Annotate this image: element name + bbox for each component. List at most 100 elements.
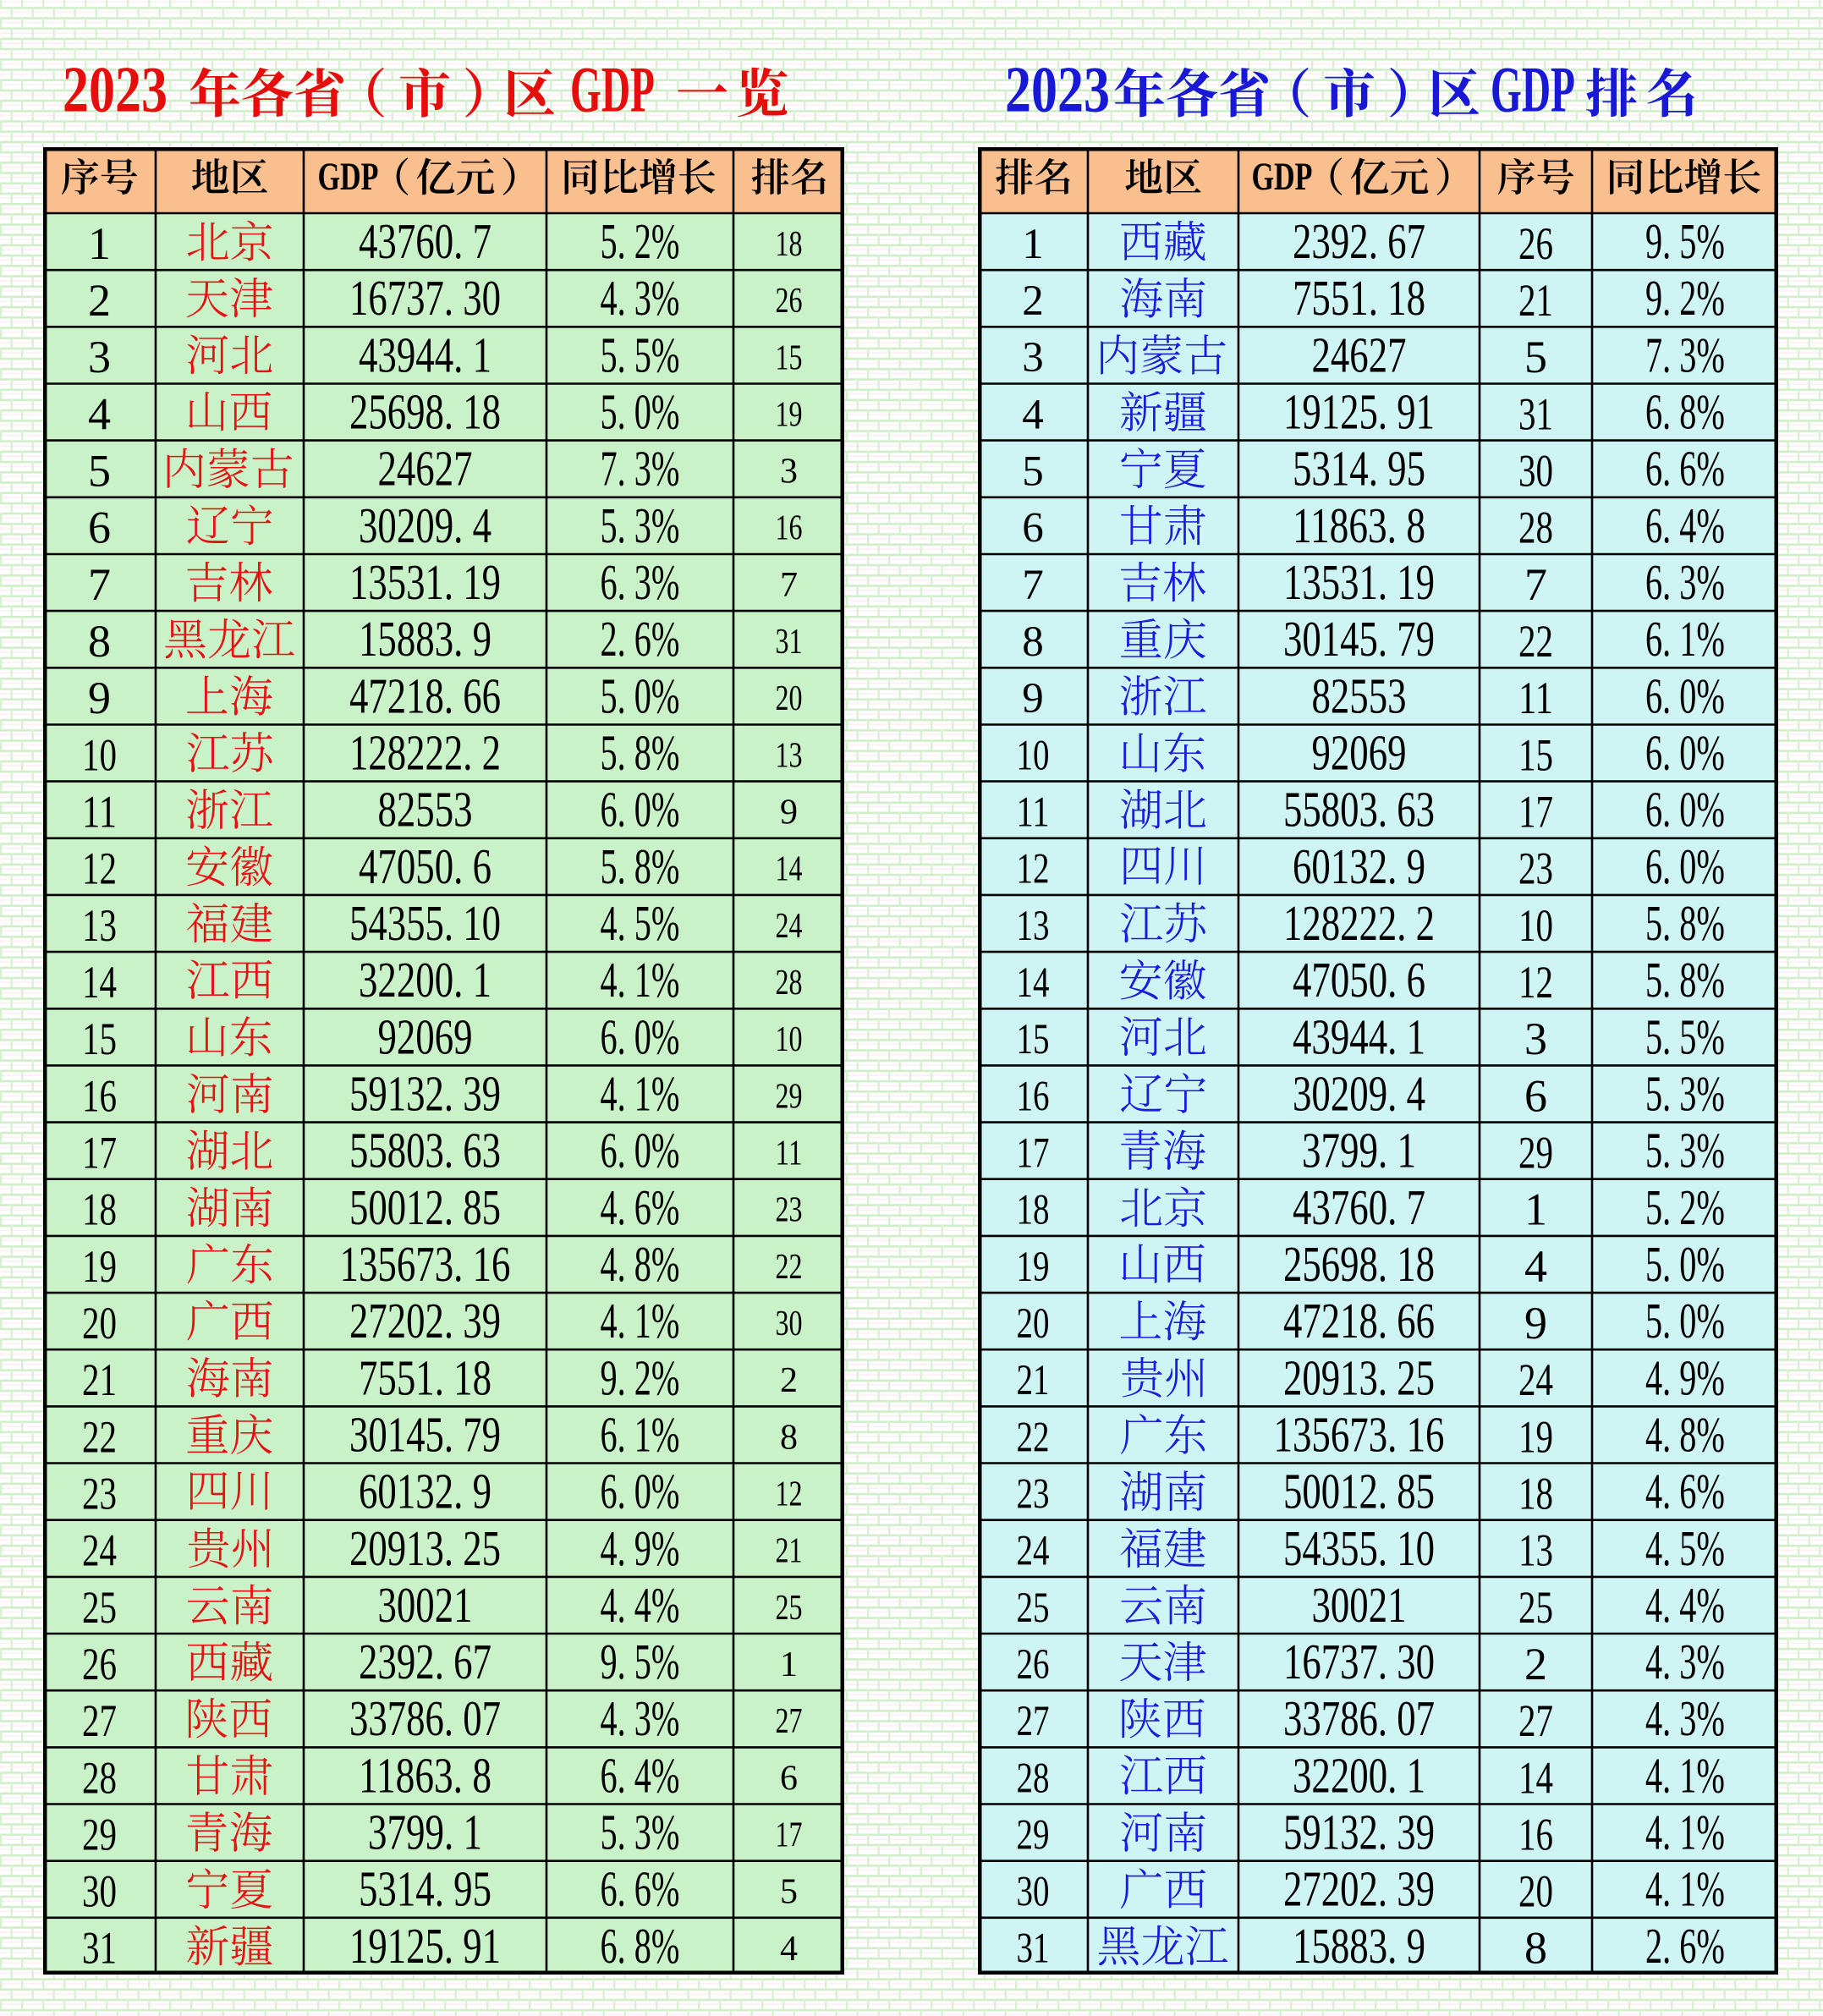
svg-text:GDP: GDP [570, 53, 655, 126]
svg-text:5: 5 [1022, 448, 1044, 496]
svg-text:5: 5 [1524, 332, 1547, 382]
svg-text:4. 4%: 4. 4% [1645, 1577, 1725, 1633]
svg-text:3: 3 [1524, 1013, 1547, 1064]
svg-text:5: 5 [88, 446, 111, 497]
svg-text:24: 24 [82, 1525, 117, 1576]
svg-text:4. 1%: 4. 1% [1645, 1805, 1725, 1860]
svg-text:4. 3%: 4. 3% [601, 1690, 680, 1746]
svg-text:5. 8%: 5. 8% [601, 838, 680, 894]
svg-text:2. 6%: 2. 6% [1645, 1918, 1725, 1974]
svg-text:5: 5 [780, 1873, 798, 1912]
svg-text:6: 6 [88, 503, 111, 553]
svg-text:14: 14 [776, 850, 803, 889]
svg-text:22: 22 [1518, 616, 1553, 667]
svg-text:13: 13 [1017, 903, 1050, 950]
svg-text:43760. 7: 43760. 7 [1293, 1179, 1425, 1235]
svg-text:6: 6 [1022, 505, 1044, 552]
svg-text:60132. 9: 60132. 9 [359, 1464, 491, 1519]
svg-text:54355. 10: 54355. 10 [1283, 1520, 1435, 1576]
svg-text:7. 3%: 7. 3% [601, 441, 680, 497]
svg-text:5. 0%: 5. 0% [1645, 1236, 1725, 1292]
svg-text:5. 5%: 5. 5% [1645, 1008, 1725, 1064]
svg-text:5. 5%: 5. 5% [601, 327, 680, 382]
svg-text:13: 13 [1518, 1525, 1553, 1576]
svg-text:2392. 67: 2392. 67 [359, 1634, 491, 1689]
svg-text:7: 7 [1022, 562, 1044, 609]
svg-text:20: 20 [776, 679, 803, 718]
svg-text:4. 6%: 4. 6% [601, 1179, 680, 1235]
svg-text:32200. 1: 32200. 1 [359, 952, 491, 1008]
svg-text:14: 14 [82, 957, 117, 1008]
svg-text:27: 27 [776, 1702, 803, 1741]
svg-text:4. 9%: 4. 9% [601, 1520, 680, 1576]
svg-text:6: 6 [1524, 1070, 1547, 1121]
svg-text:50012. 85: 50012. 85 [349, 1179, 501, 1235]
svg-text:8: 8 [1524, 1923, 1547, 1974]
svg-text:17: 17 [1518, 787, 1553, 838]
svg-text:4: 4 [1524, 1241, 1547, 1292]
svg-text:24: 24 [1017, 1528, 1050, 1575]
svg-text:31: 31 [1017, 1925, 1050, 1973]
svg-text:6. 3%: 6. 3% [1645, 554, 1725, 610]
svg-text:30209. 4: 30209. 4 [359, 497, 491, 553]
svg-text:30: 30 [1017, 1869, 1050, 1916]
svg-text:12: 12 [1017, 846, 1050, 893]
svg-text:32200. 1: 32200. 1 [1293, 1747, 1425, 1803]
svg-text:GDP: GDP [1252, 155, 1313, 199]
svg-text:4. 3%: 4. 3% [1645, 1634, 1725, 1689]
svg-text:30: 30 [776, 1305, 803, 1343]
svg-text:23: 23 [1017, 1471, 1050, 1519]
svg-text:19125. 91: 19125. 91 [1283, 384, 1435, 440]
svg-text:18: 18 [776, 225, 803, 264]
svg-text:2: 2 [1524, 1639, 1547, 1689]
svg-text:28: 28 [776, 964, 803, 1003]
svg-text:4. 5%: 4. 5% [601, 895, 680, 951]
svg-text:5. 3%: 5. 3% [1645, 1123, 1725, 1178]
svg-text:7551. 18: 7551. 18 [359, 1349, 491, 1405]
svg-text:5. 3%: 5. 3% [601, 497, 680, 553]
svg-text:47050. 6: 47050. 6 [1293, 952, 1425, 1008]
svg-text:16737. 30: 16737. 30 [349, 270, 501, 326]
svg-text:14: 14 [1518, 1752, 1553, 1803]
svg-text:5. 2%: 5. 2% [601, 213, 680, 269]
svg-text:30145. 79: 30145. 79 [349, 1406, 501, 1462]
svg-text:18: 18 [1518, 1468, 1553, 1519]
svg-text:31: 31 [776, 623, 803, 662]
svg-text:6. 0%: 6. 0% [601, 1123, 680, 1178]
svg-text:6. 3%: 6. 3% [601, 554, 680, 610]
svg-text:19: 19 [776, 395, 803, 434]
svg-text:2: 2 [780, 1361, 798, 1400]
svg-text:15883. 9: 15883. 9 [1293, 1918, 1425, 1974]
svg-text:11: 11 [82, 787, 117, 838]
svg-text:19: 19 [1017, 1244, 1050, 1291]
svg-text:22: 22 [776, 1248, 803, 1287]
svg-text:28: 28 [82, 1752, 117, 1803]
svg-text:25698. 18: 25698. 18 [349, 384, 501, 440]
svg-text:11: 11 [1017, 789, 1050, 837]
svg-text:8: 8 [780, 1418, 798, 1457]
svg-text:16737. 30: 16737. 30 [1283, 1634, 1435, 1689]
svg-text:6. 0%: 6. 0% [1645, 725, 1725, 781]
svg-text:25: 25 [1017, 1585, 1050, 1632]
svg-text:13: 13 [776, 736, 803, 775]
svg-text:7: 7 [780, 566, 798, 605]
svg-text:28: 28 [1017, 1755, 1050, 1802]
svg-text:1: 1 [1524, 1184, 1547, 1235]
svg-text:135673. 16: 135673. 16 [340, 1236, 511, 1292]
svg-text:4. 1%: 4. 1% [601, 1293, 680, 1349]
svg-text:47050. 6: 47050. 6 [359, 838, 491, 894]
svg-text:8: 8 [1022, 618, 1044, 666]
svg-text:6. 6%: 6. 6% [1645, 441, 1725, 497]
svg-text:1: 1 [1022, 221, 1044, 268]
svg-text:10: 10 [82, 729, 117, 780]
svg-text:9. 5%: 9. 5% [1645, 213, 1725, 269]
svg-text:10: 10 [776, 1020, 803, 1059]
svg-text:21: 21 [82, 1354, 117, 1405]
svg-text:33786. 07: 33786. 07 [1283, 1690, 1435, 1746]
svg-text:6. 4%: 6. 4% [1645, 497, 1725, 553]
svg-text:4. 3%: 4. 3% [1645, 1690, 1725, 1746]
svg-text:15883. 9: 15883. 9 [359, 611, 491, 667]
svg-text:16: 16 [776, 509, 803, 548]
svg-text:16: 16 [1518, 1809, 1553, 1859]
svg-text:4. 1%: 4. 1% [601, 1066, 680, 1122]
